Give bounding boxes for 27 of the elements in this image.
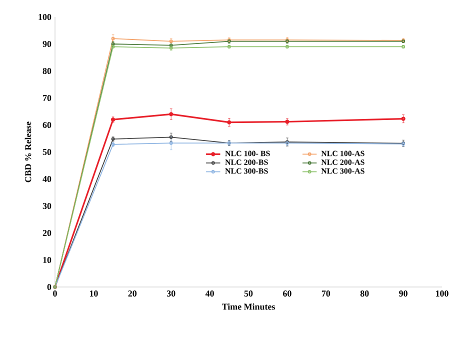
x-tick-label: 80 <box>360 290 369 297</box>
point <box>111 36 115 40</box>
y-tick-label: 90 <box>42 40 52 48</box>
y-tick-label: 0 <box>47 284 52 290</box>
y-tick-label: 10 <box>43 256 52 264</box>
x-tick-label: 100 <box>436 290 448 297</box>
point <box>169 112 174 116</box>
x-tick-label: 60 <box>283 290 292 297</box>
x-tick-label: 0 <box>53 290 57 297</box>
y-tick-label: 80 <box>42 68 52 74</box>
y-tick-label: 50 <box>42 148 52 156</box>
y-tick-label: 70 <box>43 94 52 102</box>
y-tick-label: 100 <box>38 14 52 20</box>
point <box>111 42 115 46</box>
x-tick-label: 40 <box>205 290 214 297</box>
y-tick-label: 60 <box>42 122 52 128</box>
x-axis-title: Time Minutes <box>222 303 275 310</box>
y-tick-label: 30 <box>42 202 52 210</box>
x-tick-label: 70 <box>322 290 330 297</box>
x-tick-label: 50 <box>244 290 253 297</box>
y-tick-label: 20 <box>42 230 52 236</box>
x-tick-label: 30 <box>166 290 176 297</box>
x-tick-label: 20 <box>128 290 137 297</box>
x-tick-label: 10 <box>90 290 98 297</box>
x-tick-label: 90 <box>399 290 408 297</box>
y-axis-title: CBD % Release <box>24 122 32 182</box>
y-tick-label: 40 <box>42 176 52 182</box>
